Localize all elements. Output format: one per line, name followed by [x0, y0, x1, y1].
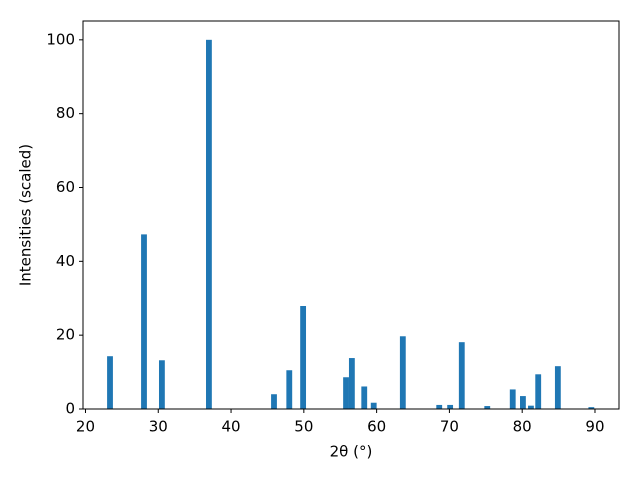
y-tick-label: 80 — [56, 104, 75, 122]
bar — [399, 336, 406, 409]
bar — [588, 407, 595, 409]
x-tick-label: 40 — [222, 418, 241, 436]
bar — [509, 389, 516, 409]
bar — [158, 360, 165, 409]
x-tick-label: 90 — [585, 418, 604, 436]
y-tick-label: 60 — [56, 178, 75, 196]
y-axis-label: Intensities (scaled) — [17, 144, 35, 286]
x-tick-label: 30 — [149, 418, 168, 436]
bar — [271, 394, 277, 409]
x-tick-label: 60 — [367, 418, 386, 436]
bar — [520, 396, 526, 409]
bar — [300, 306, 307, 409]
y-tick-label: 0 — [65, 400, 75, 418]
bar — [370, 402, 377, 409]
x-tick-label: 50 — [294, 418, 313, 436]
bar — [206, 39, 212, 409]
y-tick-label: 40 — [56, 252, 75, 270]
bar — [107, 356, 113, 409]
bar — [484, 406, 491, 409]
bar — [348, 358, 355, 409]
bar — [141, 234, 147, 409]
plot-frame — [82, 20, 620, 410]
bar — [286, 370, 293, 409]
x-tick-label: 80 — [513, 418, 532, 436]
bar — [447, 404, 454, 409]
bar — [458, 342, 465, 409]
y-tick-label: 100 — [46, 30, 75, 48]
bar — [436, 404, 443, 409]
y-tick-label: 20 — [56, 326, 75, 344]
bar — [535, 374, 542, 409]
bar — [343, 377, 349, 409]
x-tick-label: 20 — [76, 418, 95, 436]
x-tick-label: 70 — [440, 418, 459, 436]
bar — [554, 366, 561, 409]
bar — [361, 386, 368, 409]
bar — [528, 405, 534, 409]
x-axis-label: 2θ (°) — [330, 443, 373, 461]
